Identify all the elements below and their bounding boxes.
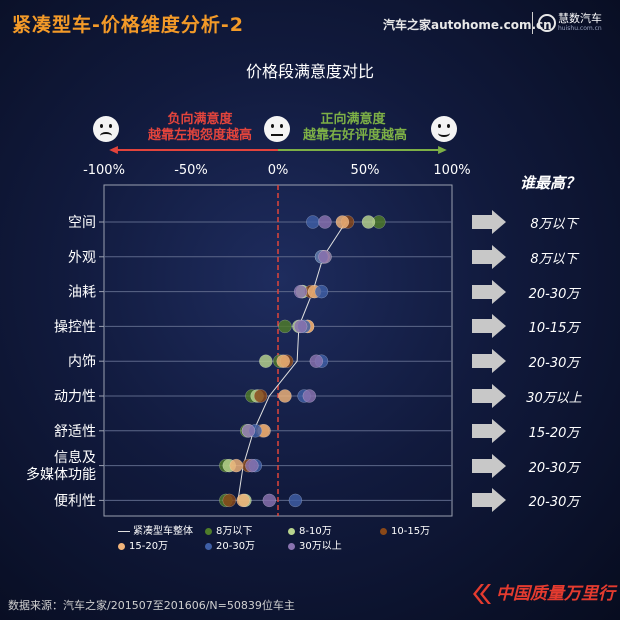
data-point-2 bbox=[259, 354, 273, 368]
data-point-6 bbox=[318, 250, 332, 264]
category-label: 油耗 bbox=[68, 285, 96, 301]
right-arrow-icon bbox=[472, 210, 506, 234]
overall-series-line bbox=[237, 221, 347, 501]
huishu-url: huishu.com.cn bbox=[558, 25, 602, 32]
sad-face-icon bbox=[93, 116, 119, 142]
category-label: 动力性 bbox=[54, 389, 96, 405]
answer-label: 10-15万 bbox=[528, 321, 580, 337]
legend-label: 20-30万 bbox=[216, 541, 256, 552]
answer-label: 8万以下 bbox=[530, 217, 578, 232]
answer-label: 20-30万 bbox=[528, 286, 580, 302]
legend-marker bbox=[288, 542, 295, 550]
chart-title: 价格段满意度对比 bbox=[245, 62, 374, 81]
right-arrow-icon bbox=[472, 349, 506, 374]
data-point-4 bbox=[236, 493, 250, 508]
answer-label: 20-30万 bbox=[528, 495, 580, 511]
page-title: 紧凑型车-价格维度分析-2 bbox=[12, 14, 244, 36]
positive-arrow-head bbox=[438, 146, 447, 154]
legend-item: 8-10万 bbox=[288, 522, 332, 537]
data-point-6 bbox=[241, 424, 256, 438]
data-point-2 bbox=[361, 215, 376, 229]
data-point-6 bbox=[309, 354, 324, 368]
legend-item: 紧凑型车整体 bbox=[118, 522, 193, 537]
x-tick-label: 0% bbox=[268, 163, 289, 178]
category-label: 信息及多媒体功能 bbox=[26, 449, 96, 483]
x-tick-label: 100% bbox=[433, 163, 470, 178]
legend-marker bbox=[118, 530, 130, 532]
data-point-6 bbox=[293, 284, 308, 299]
legend-label: 30万以上 bbox=[299, 541, 342, 552]
right-arrow-icon bbox=[472, 453, 506, 478]
data-point-4 bbox=[276, 354, 290, 368]
positive-satisfaction-title: 正向满意度 bbox=[320, 112, 386, 127]
legend-item: 8万以下 bbox=[205, 522, 252, 537]
legend-label: 10-15万 bbox=[391, 526, 431, 537]
data-source: 数据来源：汽车之家/201507至201606/N=50839位车主 bbox=[8, 599, 295, 612]
legend-label: 8万以下 bbox=[216, 526, 253, 537]
right-arrow-icon bbox=[472, 384, 506, 408]
autohome-brand: 汽车之家autohome.com.cn bbox=[383, 18, 552, 32]
huishu-logo-icon bbox=[538, 14, 556, 32]
answer-label: 15-20万 bbox=[528, 425, 580, 441]
positive-satisfaction-subtitle: 越靠右好评度越高 bbox=[302, 128, 407, 143]
happy-face-icon bbox=[431, 116, 457, 142]
neutral-face-icon bbox=[264, 116, 290, 142]
legend-marker bbox=[288, 527, 295, 535]
legend-marker bbox=[205, 527, 212, 535]
category-label: 操控性 bbox=[54, 319, 96, 335]
answer-label: 8万以下 bbox=[530, 251, 578, 267]
legend-label: 8-10万 bbox=[299, 526, 332, 537]
category-label: 舒适性 bbox=[54, 424, 96, 440]
x-tick-label: -100% bbox=[83, 163, 125, 178]
negative-satisfaction-title: 负向满意度 bbox=[167, 112, 233, 127]
category-label: 便利性 bbox=[54, 493, 96, 509]
right-arrow-icon bbox=[472, 418, 506, 443]
category-label: 外观 bbox=[68, 250, 96, 266]
data-point-1 bbox=[278, 319, 292, 334]
legend-marker bbox=[205, 542, 212, 550]
data-point-6 bbox=[245, 458, 259, 473]
negative-arrow-head bbox=[109, 146, 118, 154]
brand-divider bbox=[532, 12, 533, 34]
category-label: 内饰 bbox=[68, 354, 96, 370]
legend-marker bbox=[380, 527, 387, 535]
answer-label: 20-30万 bbox=[528, 460, 580, 476]
legend-item: 10-15万 bbox=[380, 522, 430, 537]
quality-logo-icon bbox=[473, 584, 491, 604]
right-arrow-icon bbox=[472, 488, 506, 513]
data-point-3 bbox=[222, 493, 237, 508]
x-tick-label: -50% bbox=[174, 163, 208, 178]
legend-marker bbox=[118, 542, 125, 550]
quality-logo-text: 中国质量万里行 bbox=[496, 584, 615, 604]
data-point-4 bbox=[335, 215, 350, 229]
data-point-6 bbox=[318, 215, 332, 229]
negative-satisfaction-subtitle: 越靠左抱怨度越高 bbox=[147, 128, 252, 143]
answers-title: 谁最高？ bbox=[520, 174, 581, 192]
right-arrow-icon bbox=[472, 314, 506, 339]
right-arrow-icon bbox=[472, 279, 506, 304]
data-point-5 bbox=[288, 493, 303, 508]
legend-item: 15-20万 bbox=[118, 537, 168, 552]
huishu-brand: 慧数汽车 bbox=[558, 12, 602, 25]
legend-item: 30万以上 bbox=[288, 537, 342, 552]
category-label: 空间 bbox=[68, 215, 96, 231]
data-point-6 bbox=[262, 493, 277, 508]
data-point-6 bbox=[293, 319, 308, 334]
data-point-6 bbox=[302, 389, 317, 403]
answer-label: 30万以上 bbox=[526, 391, 582, 406]
data-point-4 bbox=[278, 389, 292, 403]
legend-label: 15-20万 bbox=[129, 541, 169, 552]
answer-label: 20-30万 bbox=[528, 356, 580, 372]
data-point-5 bbox=[314, 284, 329, 299]
data-point-5 bbox=[306, 215, 320, 229]
x-tick-label: 50% bbox=[351, 163, 380, 178]
data-point-3 bbox=[253, 389, 268, 403]
legend-item: 20-30万 bbox=[205, 537, 255, 552]
legend-label: 紧凑型车整体 bbox=[133, 526, 193, 537]
right-arrow-icon bbox=[472, 244, 506, 269]
data-point-4 bbox=[229, 458, 243, 473]
